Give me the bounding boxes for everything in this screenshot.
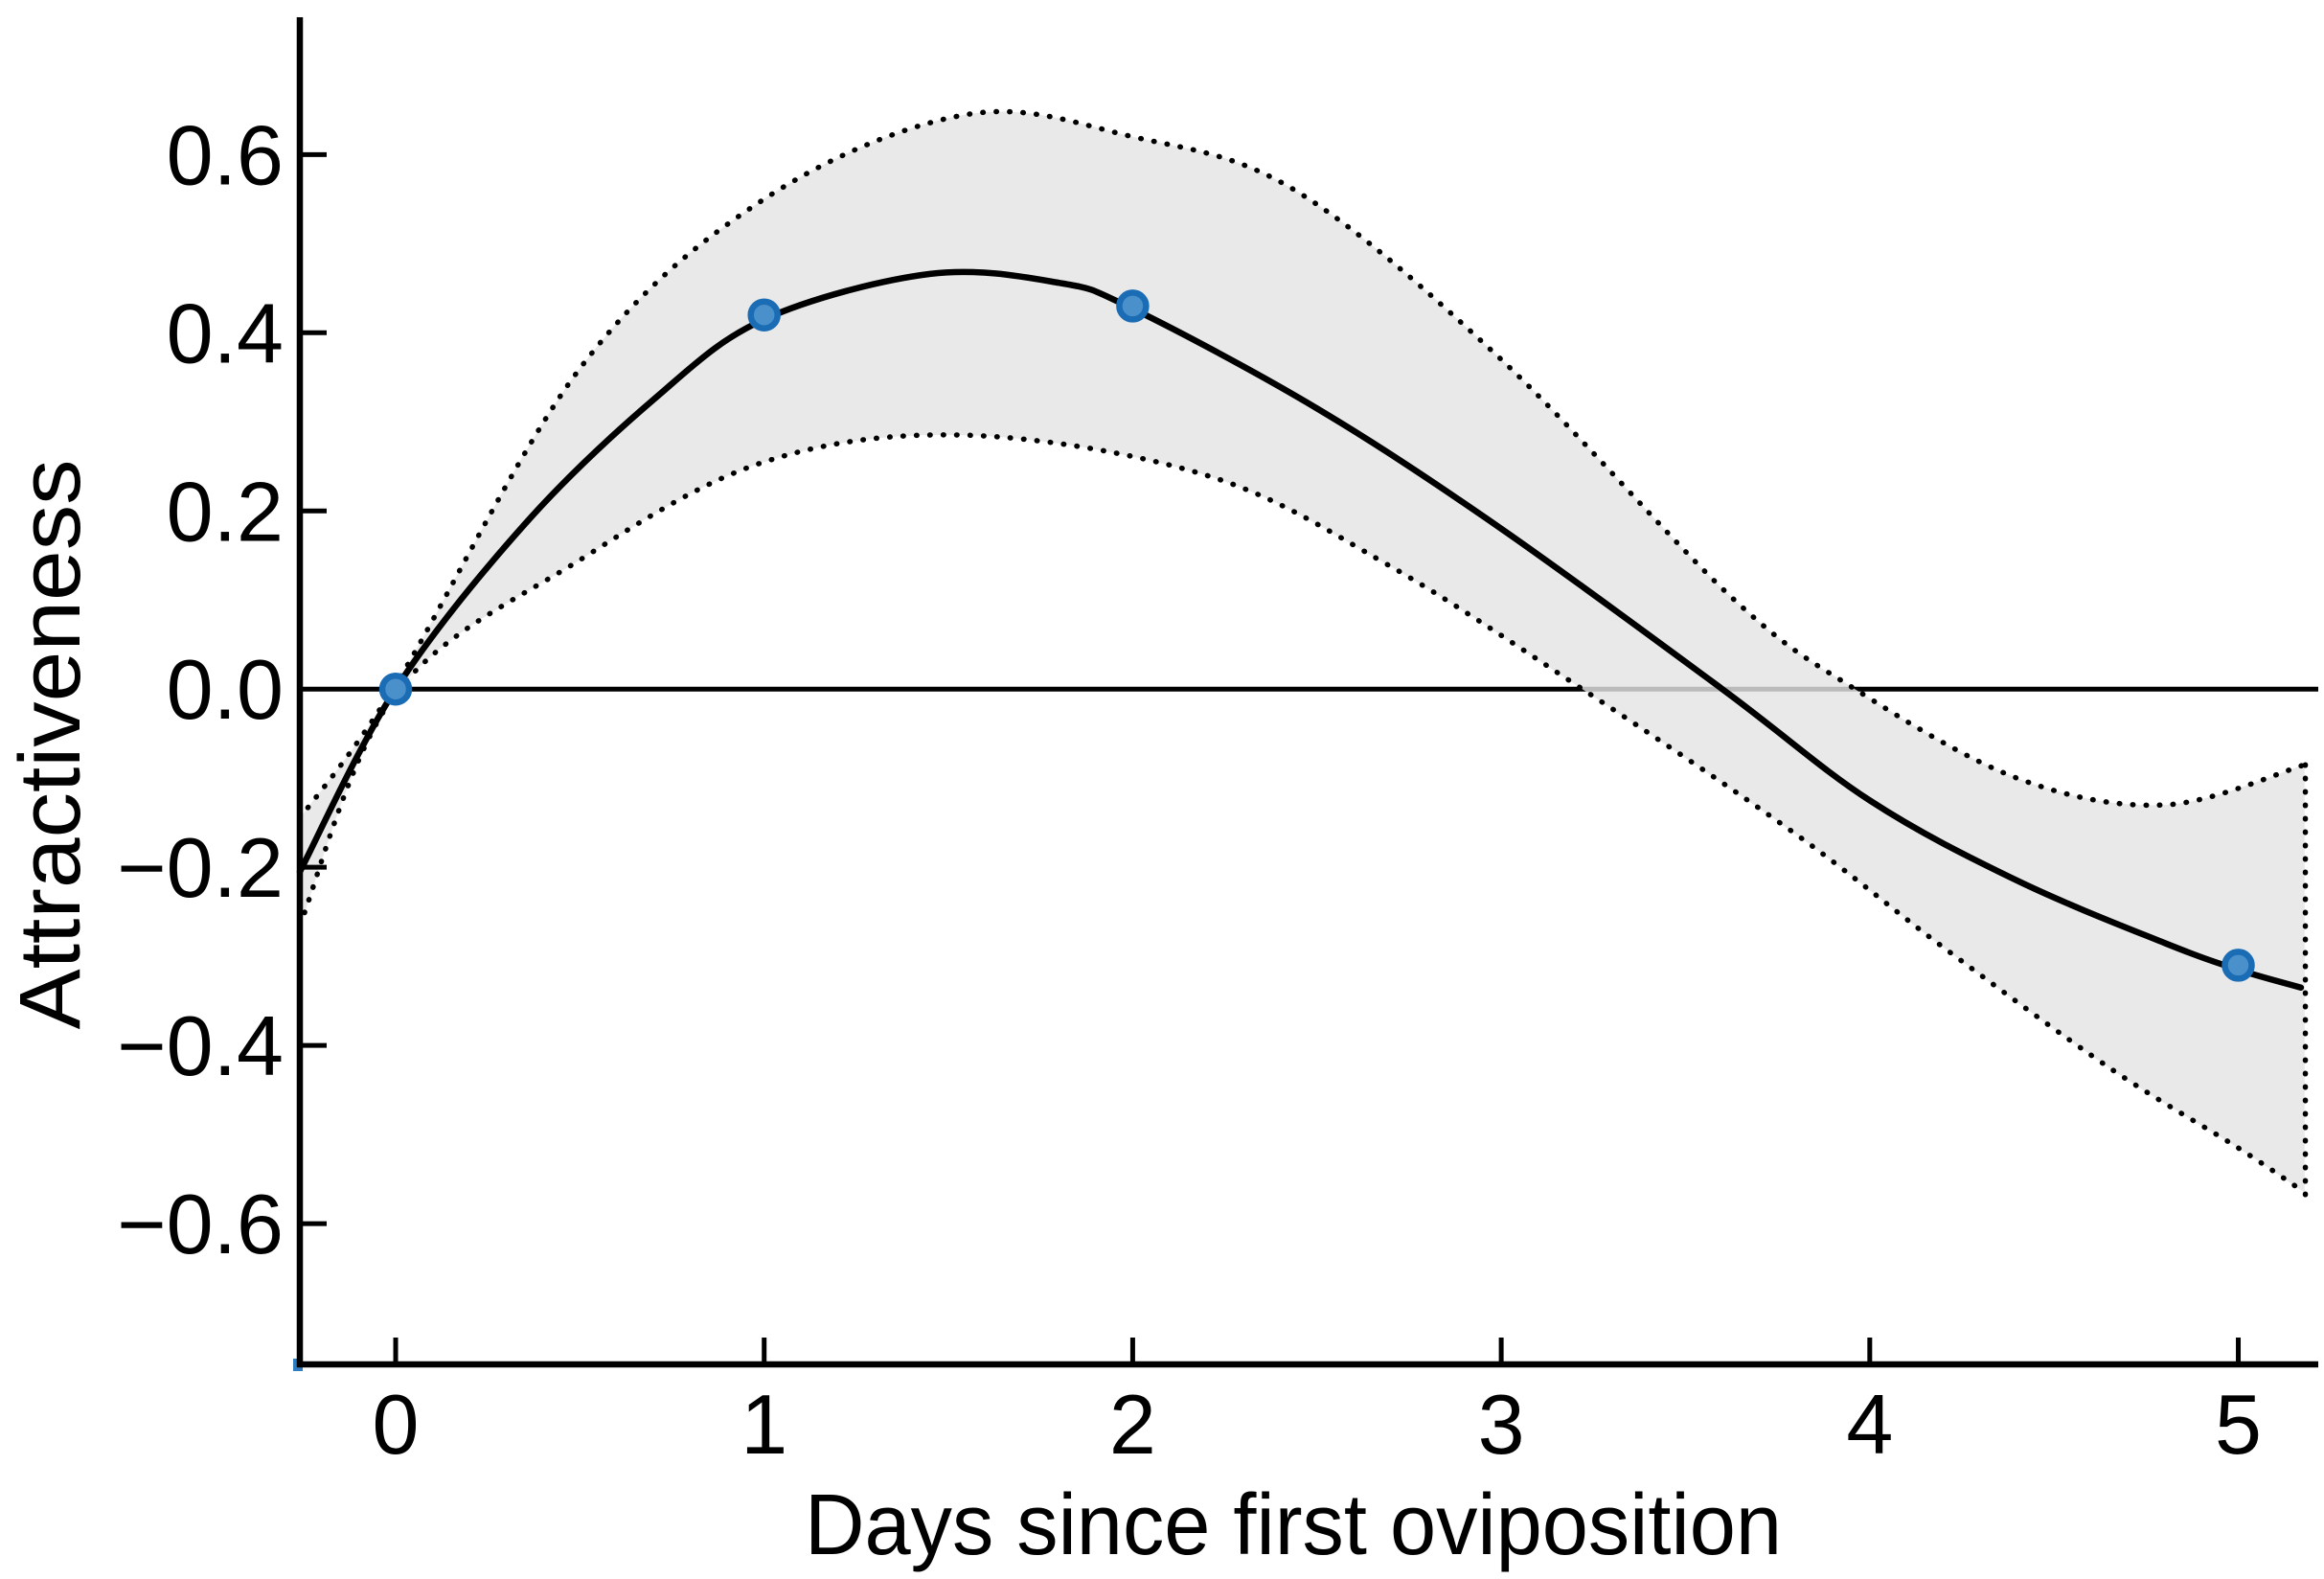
y-tick-label: 0.4: [167, 286, 284, 380]
x-tick-label: 0: [373, 1377, 420, 1472]
x-tick-label: 5: [2215, 1377, 2262, 1472]
y-tick-label: −0.6: [117, 1177, 284, 1271]
confidence-band: [300, 111, 2305, 1193]
ci-upper-bound-line: [297, 108, 2308, 821]
x-tick-label: 3: [1478, 1377, 1525, 1472]
y-tick-label: 0.6: [167, 107, 284, 202]
x-tick-label: 2: [1109, 1377, 1156, 1472]
fitted-curve: [296, 268, 2305, 991]
y-tick-label: −0.4: [117, 998, 284, 1093]
data-point: [1116, 289, 1150, 323]
data-point: [378, 672, 413, 706]
y-tick-label: 0.2: [167, 464, 284, 559]
x-axis-title: Days since first oviposition: [805, 1477, 1782, 1573]
y-tick-label: 0.0: [167, 642, 284, 737]
data-point: [2221, 949, 2255, 982]
ci-lower-bound-line: [297, 432, 2308, 1196]
x-tick-label: 4: [1846, 1377, 1893, 1472]
y-axis-title: Attractiveness: [3, 460, 99, 1030]
data-point: [747, 298, 781, 332]
x-tick-label: 1: [740, 1377, 787, 1472]
y-tick-label: −0.2: [117, 820, 284, 915]
